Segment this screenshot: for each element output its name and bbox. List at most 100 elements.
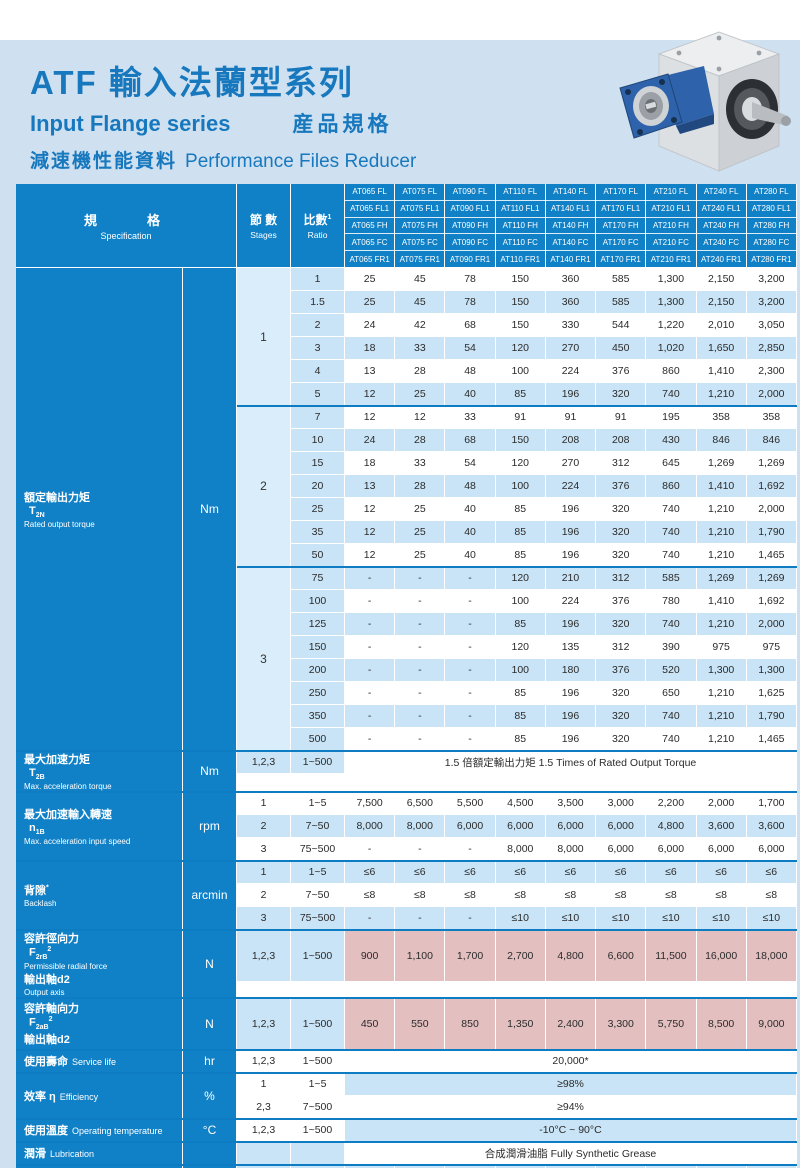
gearbox-product-image — [619, 31, 791, 172]
stages-cell: 1,2,3 — [237, 751, 291, 774]
label-en: Permissible radial force — [24, 962, 108, 972]
value-cell: 6,000 — [596, 815, 647, 839]
model-name: AT075 FC — [395, 234, 445, 252]
subtitle-row: Input Flange series 産品規格 — [30, 108, 800, 138]
stages-cell: 1 — [237, 792, 291, 816]
value-cell: ≤8 — [746, 884, 797, 908]
torque-row: 100- - -100 224 376 780 1,410 1,692 — [291, 590, 797, 613]
value-cell: - — [445, 636, 496, 659]
value-cell: 360 — [545, 268, 597, 291]
operating-temperature-rows: 1,2,3 1~500 -10°C ~ 90°C — [237, 1119, 797, 1143]
value-cell: 6,000 — [696, 838, 747, 862]
ratio-cell: 125 — [291, 613, 345, 636]
symbol: T2N — [29, 504, 45, 520]
unit-cell: Nm — [183, 268, 237, 751]
stages-cell: 2,3 — [237, 1096, 291, 1120]
value-cell: 358 — [696, 406, 747, 429]
stages-header-zh: 節 數 — [249, 213, 278, 227]
ratio-cell: 1~500 — [291, 998, 345, 1051]
value-cell: 376 — [596, 659, 647, 682]
value-cell: 2,000 — [746, 498, 797, 521]
value-cell: 28 — [395, 429, 446, 452]
value-cell: 6,000 — [545, 815, 597, 839]
value-cell: 2,150 — [696, 291, 747, 314]
lubrication-row: 合成潤滑油脂 Fully Synthetic Grease — [237, 1142, 797, 1166]
value-cell: 150 — [495, 314, 546, 337]
ratio-cell: 1~5 — [291, 1073, 345, 1097]
value-cell: 430 — [646, 429, 697, 452]
value-cell: 450 — [345, 998, 396, 1051]
model-name: AT065 FH — [345, 218, 395, 235]
stages-cell: 1,2,3 — [237, 1165, 291, 1168]
value-cell: 544 — [596, 314, 647, 337]
service-life-label: 使用壽命 Service life — [16, 1050, 183, 1074]
value-cell: ≤10 — [646, 907, 697, 931]
value-cell: 8,000 — [395, 815, 446, 839]
torque-row: 4 13 28 48 100 224 376 860 1,410 2,300 — [291, 360, 797, 383]
efficiency-row: 1 1~5 ≥98% — [237, 1073, 797, 1097]
label-zh: 容許軸向力 F2aB2 — [24, 1003, 79, 1031]
axial-force-label: 容許軸向力 F2aB2 輸出軸d2 — [16, 998, 183, 1051]
stages-cell: 1,2,3 — [237, 1119, 291, 1143]
value-cell: 195 — [646, 406, 697, 429]
value-cell: ≤8 — [395, 884, 446, 908]
unit-cell: N — [183, 998, 237, 1051]
value-cell: ≤84 — [746, 1165, 797, 1168]
value-cell: 68 — [445, 429, 496, 452]
value-cell: 18,000 — [746, 930, 797, 983]
value-cell: - — [445, 907, 496, 931]
label-zh: 最大加速力矩 T2B — [24, 754, 90, 782]
value-cell: ≤6 — [746, 861, 797, 885]
value-cell: ≤78 — [545, 1165, 597, 1168]
value-cell: - — [345, 728, 396, 751]
value-cell: 1,700 — [746, 792, 797, 816]
value-cell: 3,200 — [746, 291, 797, 314]
model-header-cell: AT240 FL AT240 FL1 AT240 FH AT240 FC AT240 F… — [696, 184, 747, 268]
unit-cell: dB (A) — [183, 1165, 237, 1168]
value-cell: 11,500 — [646, 930, 697, 983]
value-cell: ≤81 — [646, 1165, 697, 1168]
label-extra-zh: 輸出軸d2 — [24, 1033, 70, 1046]
value-cell: 860 — [646, 475, 697, 498]
ratio-cell: 1~500 — [291, 751, 345, 774]
value-cell: 1,210 — [696, 705, 747, 728]
span-value-cell: 1.5 倍額定輸出力矩 1.5 Times of Rated Output To… — [345, 751, 797, 774]
axial-force-rows: 1,2,3 1~500 450 550 850 1,350 2,400 3,300 5,750 8… — [237, 998, 797, 1051]
value-cell: 24 — [345, 429, 396, 452]
efficiency-row: 2,3 7~500 ≥94% — [237, 1096, 797, 1120]
section-title-row: 減速機性能資料 Performance Files Reducer — [30, 146, 800, 173]
spec-header-en: Specification — [100, 231, 152, 241]
ratio-cell: 1~500 — [291, 1119, 345, 1143]
value-cell: ≤10 — [545, 907, 597, 931]
rated-output-torque-label: 額定輸出力矩 T2N Rated output torque — [16, 268, 183, 751]
value-cell: 1,100 — [395, 930, 446, 983]
value-cell: 6,000 — [746, 838, 797, 862]
value-cell: 85 — [495, 498, 546, 521]
model-name: AT280 FR1 — [751, 254, 792, 264]
torque-row: 350- - -85 196 320 740 1,210 1,790 — [291, 705, 797, 728]
stages-header-cell: 節 數 Stages — [237, 184, 291, 268]
value-cell: ≤76 — [445, 1165, 496, 1168]
value-cell: - — [345, 682, 396, 705]
value-cell: 2,000 — [696, 792, 747, 816]
value-cell: 1,410 — [696, 360, 747, 383]
value-cell: 68 — [445, 314, 496, 337]
value-cell: 150 — [495, 291, 546, 314]
value-cell: 6,000 — [445, 815, 496, 839]
max-accel-torque-section: 最大加速力矩 T2B Max. acceleration torque Nm 1,2,3… — [16, 749, 797, 793]
value-cell: 1,269 — [746, 567, 797, 590]
label-zh: 額定輸出力矩 T2N — [24, 491, 90, 520]
value-cell: 2,700 — [495, 930, 546, 983]
value-cell: 585 — [646, 567, 697, 590]
value-cell: 6,000 — [596, 838, 647, 862]
model-name: AT075 FH — [395, 218, 445, 235]
value-cell: 3,600 — [696, 815, 747, 839]
torque-row: 20 13 28 48 100 224 376 860 1,410 1,692 — [291, 475, 797, 498]
model-header-cell: AT065 FL AT065 FL1 AT065 FH AT065 FC AT065 F… — [345, 184, 396, 268]
value-cell: ≤6 — [495, 861, 546, 885]
stage-block: 3 75- - -120 210 312 585 1,269 1,269 100- - -100 224… — [237, 566, 797, 751]
stage-number-cell: 2 — [237, 406, 291, 567]
value-cell: 78 — [445, 291, 496, 314]
model-name: AT240 FR1 — [700, 254, 742, 264]
